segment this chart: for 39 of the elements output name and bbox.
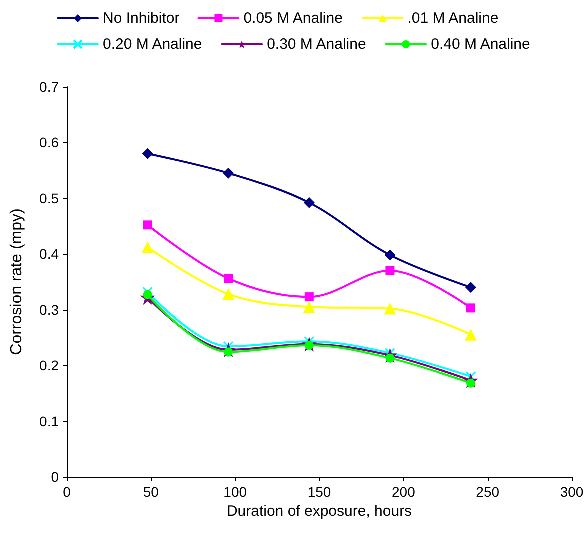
x-tick-label: 250 [476, 484, 500, 500]
legend-label: No Inhibitor [103, 10, 180, 27]
point [142, 286, 154, 298]
point [143, 220, 152, 230]
y-tick-label: 0.6 [40, 134, 60, 151]
point [384, 302, 396, 315]
y-tick-label: 0.1 [40, 413, 60, 430]
point [222, 288, 235, 300]
legend-label: 0.30 M Analine [267, 36, 366, 53]
point [386, 266, 395, 276]
point [465, 328, 477, 341]
legend-label: 0.20 M Analine [103, 36, 202, 53]
point [224, 274, 234, 284]
y-tick-label: 0 [51, 469, 60, 485]
y-tick-label: 0.2 [40, 358, 60, 374]
point [142, 148, 154, 160]
y-tick-label: 0.3 [40, 302, 60, 318]
point [384, 250, 396, 261]
x-tick-label: 200 [392, 484, 416, 500]
point [142, 241, 154, 254]
x-tick-label: 50 [143, 484, 160, 500]
x-tick-label: 150 [308, 484, 332, 500]
point [466, 282, 476, 294]
legend-label: 0.05 M Analine [244, 10, 343, 27]
point [304, 197, 315, 208]
x-tick-label: 0 [63, 484, 72, 500]
x-axis-title: Duration of exposure, hours [226, 502, 412, 520]
x-tick-label: 100 [224, 484, 248, 500]
y-tick-label: 0.4 [40, 246, 60, 262]
point [303, 301, 316, 314]
point [466, 304, 476, 313]
point [304, 292, 314, 302]
legend-label: .01 M Analine [408, 10, 499, 27]
x-tick-label: 300 [560, 484, 584, 500]
y-tick-label: 0.7 [40, 79, 60, 95]
point [223, 168, 234, 179]
y-axis-title: Corrosion rate (mpy) [8, 208, 26, 356]
y-tick-label: 0.5 [40, 190, 60, 206]
legend-label: 0.40 M Analine [431, 36, 530, 53]
